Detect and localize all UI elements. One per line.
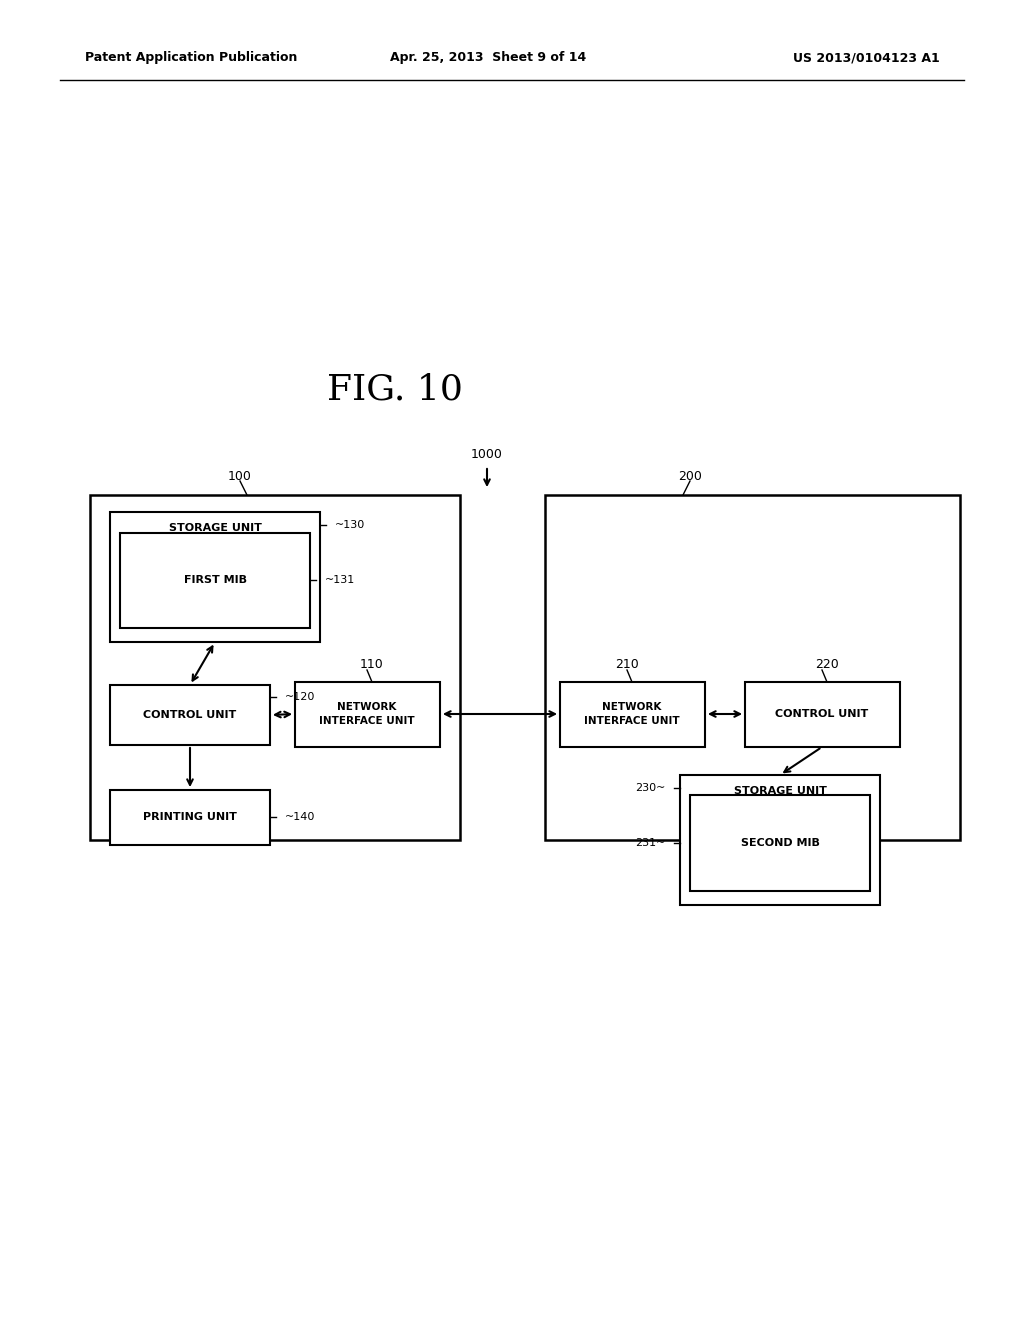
Text: SECOND MIB: SECOND MIB (740, 838, 819, 847)
Text: STORAGE UNIT: STORAGE UNIT (733, 785, 826, 796)
Text: ~131: ~131 (325, 576, 355, 585)
Text: ~140: ~140 (285, 812, 315, 822)
Text: NETWORK: NETWORK (337, 702, 396, 711)
Text: FIRST MIB: FIRST MIB (183, 576, 247, 585)
Text: US 2013/0104123 A1: US 2013/0104123 A1 (794, 51, 940, 65)
Bar (110, 685, 270, 744)
Bar (690, 795, 870, 891)
Text: STORAGE UNIT: STORAGE UNIT (169, 523, 261, 533)
Text: 220: 220 (815, 657, 839, 671)
Bar (545, 495, 961, 840)
Text: Apr. 25, 2013  Sheet 9 of 14: Apr. 25, 2013 Sheet 9 of 14 (390, 51, 587, 65)
Text: 100: 100 (228, 470, 252, 483)
Text: 231~: 231~ (635, 838, 666, 847)
Bar (110, 789, 270, 845)
Text: INTERFACE UNIT: INTERFACE UNIT (319, 715, 415, 726)
Text: CONTROL UNIT: CONTROL UNIT (143, 710, 237, 719)
Text: NETWORK: NETWORK (602, 702, 662, 711)
Text: FIG. 10: FIG. 10 (327, 374, 463, 407)
Text: 230~: 230~ (635, 783, 666, 793)
Bar (295, 682, 440, 747)
Text: 110: 110 (360, 657, 384, 671)
Text: PRINTING UNIT: PRINTING UNIT (143, 812, 237, 822)
Text: 210: 210 (615, 657, 639, 671)
Text: 1000: 1000 (471, 449, 503, 462)
Text: 200: 200 (678, 470, 701, 483)
Bar (560, 682, 705, 747)
Text: Patent Application Publication: Patent Application Publication (85, 51, 297, 65)
Text: CONTROL UNIT: CONTROL UNIT (775, 709, 868, 719)
Bar (120, 533, 310, 628)
Bar (680, 775, 880, 906)
Text: ~130: ~130 (335, 520, 366, 531)
Text: INTERFACE UNIT: INTERFACE UNIT (584, 715, 680, 726)
Bar (745, 682, 900, 747)
Bar (90, 495, 460, 840)
Bar (110, 512, 319, 642)
Text: ~120: ~120 (285, 692, 315, 702)
